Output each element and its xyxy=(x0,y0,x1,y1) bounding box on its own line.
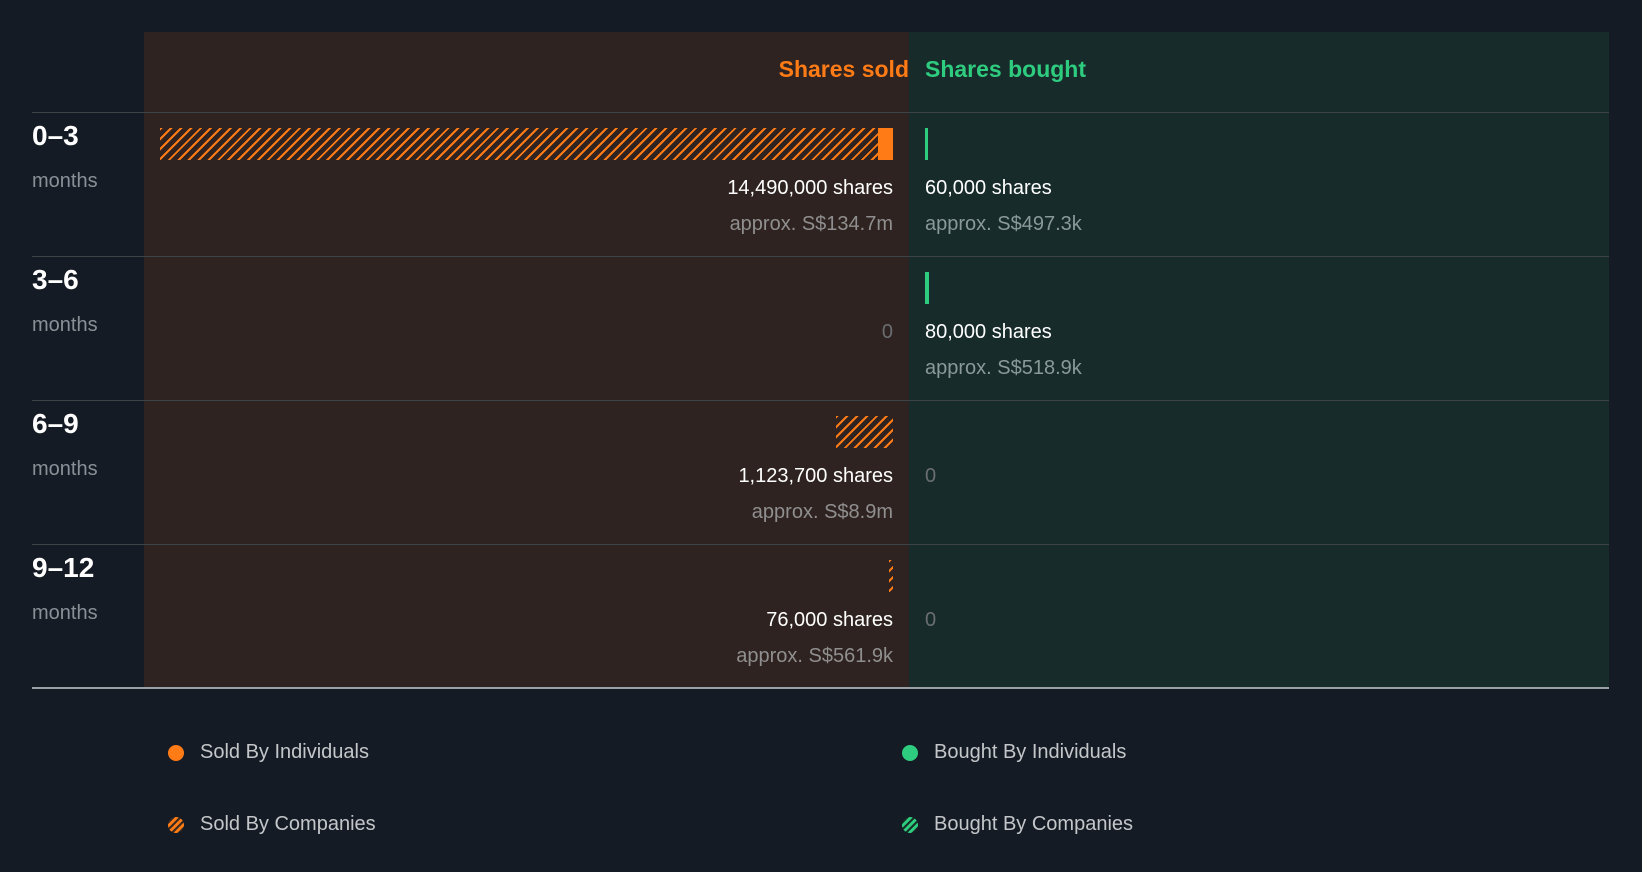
sold-shares-value: 14,490,000 shares xyxy=(727,177,893,199)
green-hatched-dot-icon xyxy=(902,816,918,833)
period-label: 6–9 xyxy=(32,408,79,439)
period-unit: months xyxy=(32,602,98,624)
sold-individuals-bar xyxy=(877,128,893,160)
axis-line xyxy=(32,687,1609,689)
period-label: 0–3 xyxy=(32,120,79,151)
orange-hatched-dot-icon xyxy=(168,816,184,833)
sold-shares-value: 76,000 shares xyxy=(766,609,893,631)
legend-label: Bought By Individuals xyxy=(934,741,1127,763)
divider xyxy=(32,544,1609,545)
legend-sold-companies: Sold By Companies xyxy=(168,813,376,836)
shares-bought-header: Shares bought xyxy=(925,56,1087,82)
green-dot-icon xyxy=(902,744,918,761)
bought-shares-value: 0 xyxy=(925,465,937,487)
sold-shares-value: 1,123,700 shares xyxy=(738,465,893,487)
bought-shares-value: 60,000 shares xyxy=(925,177,1052,199)
sold-shares-value: 0 xyxy=(881,321,893,343)
bought-individuals-bar xyxy=(925,272,930,304)
period-unit: months xyxy=(32,458,98,480)
legend-label: Sold By Companies xyxy=(200,813,376,835)
bought-individuals-bar xyxy=(925,128,929,160)
period-label: 9–12 xyxy=(32,552,95,583)
legend-label: Bought By Companies xyxy=(934,813,1134,835)
divider xyxy=(32,112,1609,113)
divider xyxy=(32,256,1609,257)
sold-approx-value: approx. S$561.9k xyxy=(736,645,893,667)
sold-companies-bar xyxy=(160,128,878,160)
bought-approx-value: approx. S$518.9k xyxy=(925,357,1082,379)
bought-shares-value: 80,000 shares xyxy=(925,321,1052,343)
bought-shares-value: 0 xyxy=(925,609,937,631)
sold-companies-bar xyxy=(836,416,893,448)
sold-companies-bar xyxy=(889,560,893,592)
period-unit: months xyxy=(32,170,98,192)
legend-sold-individuals: Sold By Individuals xyxy=(168,741,369,764)
legend-bought-companies: Bought By Companies xyxy=(902,813,1133,836)
legend-label: Sold By Individuals xyxy=(200,741,369,763)
sold-approx-value: approx. S$134.7m xyxy=(729,213,893,235)
shares-sold-header: Shares sold xyxy=(778,56,909,82)
period-unit: months xyxy=(32,314,98,336)
sold-approx-value: approx. S$8.9m xyxy=(751,501,893,523)
shares-bought-panel xyxy=(909,32,1609,688)
divider xyxy=(32,400,1609,401)
period-label: 3–6 xyxy=(32,264,79,295)
bought-approx-value: approx. S$497.3k xyxy=(925,213,1082,235)
orange-dot-icon xyxy=(168,744,184,761)
legend-bought-individuals: Bought By Individuals xyxy=(902,741,1126,764)
